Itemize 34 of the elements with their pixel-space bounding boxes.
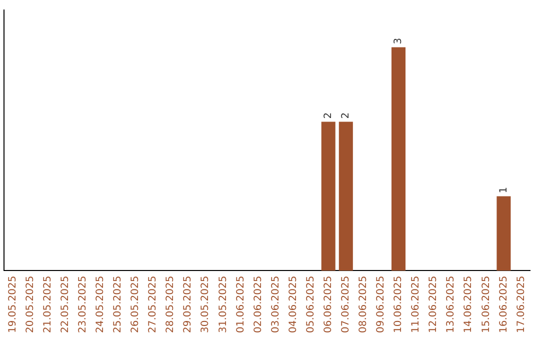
data-label: 2 xyxy=(322,112,334,119)
x-tick-label: 24.05.2025 xyxy=(95,276,106,334)
x-tick-label: 11.06.2025 xyxy=(410,276,422,334)
x-tick-label: 14.06.2025 xyxy=(463,276,474,334)
x-tick-label: 03.06.2025 xyxy=(270,276,282,334)
x-tick-label: 21.05.2025 xyxy=(42,276,54,334)
data-label: 2 xyxy=(340,112,352,119)
x-tick-label: 01.06.2025 xyxy=(235,276,246,334)
x-tick-label: 28.05.2025 xyxy=(165,276,176,334)
x-tick-label: 25.05.2025 xyxy=(112,276,124,334)
x-tick-label: 30.05.2025 xyxy=(200,276,212,334)
x-tick-label: 08.06.2025 xyxy=(358,276,370,334)
x-tick-label: 09.06.2025 xyxy=(376,276,387,334)
x-tick-label: 27.05.2025 xyxy=(148,276,159,334)
data-label: 1 xyxy=(498,186,510,194)
x-tick-label: 26.05.2025 xyxy=(130,276,142,334)
x-tick-label: 13.06.2025 xyxy=(446,276,457,334)
x-tick-label: 10.06.2025 xyxy=(393,276,404,334)
x-tick-label: 17.06.2025 xyxy=(516,276,527,334)
x-tick-label: 23.05.2025 xyxy=(77,276,88,334)
x-tick-label: 22.05.2025 xyxy=(60,276,71,334)
x-tick-label: 05.06.2025 xyxy=(305,276,316,334)
x-tick-label: 15.06.2025 xyxy=(480,276,492,334)
x-tick-label: 04.06.2025 xyxy=(288,276,299,334)
x-tick-label: 29.05.2025 xyxy=(182,276,194,334)
x-tick-label: 07.06.2025 xyxy=(340,276,352,334)
x-tick-label: 12.06.2025 xyxy=(428,276,440,334)
x-tick-label: 20.05.2025 xyxy=(24,276,36,334)
data-label: 3 xyxy=(393,38,404,44)
x-tick-label: 02.06.2025 xyxy=(252,276,264,334)
x-tick-label: 31.05.2025 xyxy=(218,276,229,334)
x-tick-label: 06.06.2025 xyxy=(322,276,334,334)
x-tick-label: 19.05.2025 xyxy=(7,276,18,334)
x-tick-label: 16.06.2025 xyxy=(498,276,510,334)
